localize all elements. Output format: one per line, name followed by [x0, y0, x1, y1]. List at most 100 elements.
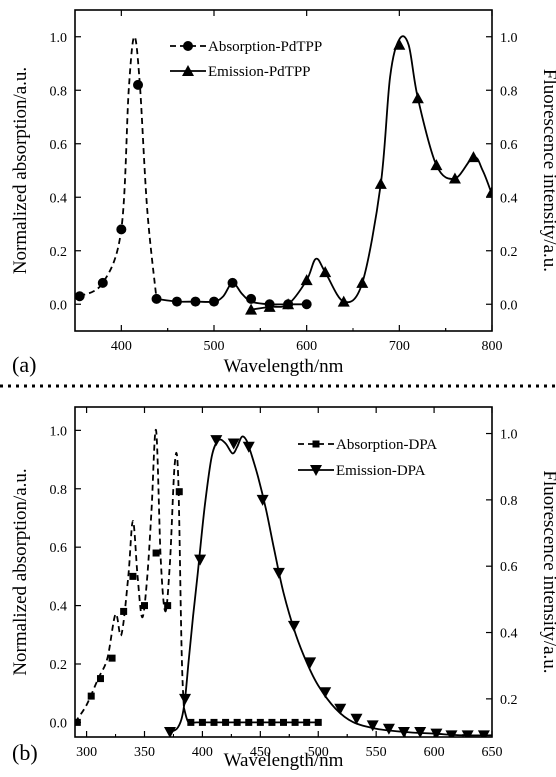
data-point — [291, 718, 299, 726]
y-right-tick-label: 0.2 — [500, 245, 518, 260]
data-point — [227, 277, 238, 288]
data-point — [256, 718, 264, 726]
data-point — [319, 266, 332, 278]
data-point — [120, 607, 128, 615]
data-point — [245, 718, 253, 726]
x-tick-label: 700 — [389, 339, 410, 354]
data-point — [75, 291, 85, 302]
data-point — [397, 727, 410, 737]
y-right-tick-label: 0.4 — [500, 191, 518, 206]
series-line-dashed — [79, 35, 158, 299]
data-point — [256, 494, 269, 506]
data-point — [282, 298, 295, 310]
y-left-tick-label: 0.8 — [50, 483, 68, 498]
y-right-tick-label: 0.8 — [500, 84, 518, 99]
data-point — [350, 713, 363, 725]
data-point — [314, 718, 322, 726]
legend-marker — [312, 440, 320, 448]
data-point — [245, 303, 258, 315]
x-tick-label: 300 — [76, 745, 97, 760]
y-left-tick-label: 1.0 — [50, 424, 68, 439]
data-point — [246, 293, 257, 304]
data-point — [301, 299, 312, 310]
y-left-tick-label: 0.6 — [50, 138, 68, 153]
y-left-tick-label: 0.0 — [50, 716, 68, 731]
legend-entry: Absorption-DPA — [298, 437, 437, 453]
legend-marker — [182, 65, 194, 76]
y-right-tick-label: 0.2 — [500, 693, 518, 708]
data-point — [303, 718, 311, 726]
data-point — [171, 296, 182, 307]
data-point — [133, 79, 144, 90]
panel-label: (a) — [12, 352, 36, 377]
data-point — [242, 441, 255, 453]
data-point — [448, 172, 461, 184]
series-emission-pdtpp — [245, 35, 492, 315]
data-point — [210, 435, 223, 447]
data-point — [96, 675, 104, 683]
x-tick-label: 550 — [366, 745, 387, 760]
data-point — [187, 718, 195, 726]
data-point — [382, 723, 395, 735]
data-point — [272, 567, 285, 579]
y-left-tick-label: 0.2 — [50, 658, 68, 673]
plot-frame — [74, 406, 493, 738]
data-point — [263, 300, 276, 312]
y-left-axis-label: Normalized absorption/a.u. — [10, 67, 31, 274]
x-tick-label: 450 — [250, 745, 271, 760]
data-point — [194, 554, 207, 566]
y-left-tick-label: 1.0 — [50, 31, 68, 46]
legend-entry: Absorption-PdTPP — [170, 39, 322, 55]
x-tick-label: 350 — [134, 745, 155, 760]
data-point — [227, 438, 240, 450]
panel-label: (b) — [12, 740, 38, 765]
data-point — [152, 549, 160, 557]
y-left-axis-label: Normalized absorption/a.u. — [10, 468, 31, 675]
data-point — [163, 727, 176, 737]
data-point — [179, 693, 192, 705]
data-point — [430, 728, 443, 737]
data-point — [304, 657, 317, 669]
y-left-tick-label: 0.2 — [50, 245, 68, 260]
data-point — [222, 718, 230, 726]
y-left-tick-label: 0.8 — [50, 84, 68, 99]
data-point — [374, 177, 387, 189]
data-point — [467, 151, 480, 163]
legend-label: Emission-DPA — [336, 463, 426, 479]
data-point — [129, 572, 137, 580]
data-point — [151, 293, 162, 304]
legend-label: Emission-PdTPP — [208, 64, 311, 80]
data-point — [280, 718, 287, 726]
data-point — [334, 703, 347, 715]
data-point — [268, 718, 276, 726]
data-point — [116, 224, 127, 235]
y-right-axis-label: Fluorescence intensity/a.u. — [539, 470, 556, 673]
data-point — [300, 274, 313, 286]
x-tick-label: 600 — [424, 745, 445, 760]
legend-label: Absorption-PdTPP — [208, 39, 322, 55]
data-point — [209, 296, 219, 307]
x-axis-label: Wavelength/nm — [224, 750, 344, 771]
y-right-tick-label: 1.0 — [500, 428, 518, 443]
data-point — [486, 185, 492, 197]
legend-marker — [183, 41, 193, 51]
panel-a: 400 500 600 700 800 0.0 0.2 0.4 0.6 0.8 1.0 0.0 0.2 0… — [10, 9, 556, 377]
data-point — [287, 620, 300, 632]
x-tick-label: 650 — [482, 745, 503, 760]
legend-label: Absorption-DPA — [336, 437, 437, 453]
x-tick-label: 800 — [482, 339, 503, 354]
x-tick-label: 600 — [296, 339, 317, 354]
series-absorption-dpa — [75, 429, 322, 726]
data-point — [190, 296, 201, 307]
data-point — [411, 92, 424, 104]
legend-entry: Emission-DPA — [298, 463, 426, 479]
x-axis-label: Wavelength/nm — [224, 356, 344, 377]
data-point — [445, 730, 458, 737]
y-right-tick-label: 1.0 — [500, 31, 518, 46]
data-point — [198, 718, 206, 726]
legend-marker — [310, 465, 322, 476]
data-point — [210, 718, 218, 726]
data-point — [87, 692, 95, 700]
x-tick-label: 400 — [111, 339, 132, 354]
